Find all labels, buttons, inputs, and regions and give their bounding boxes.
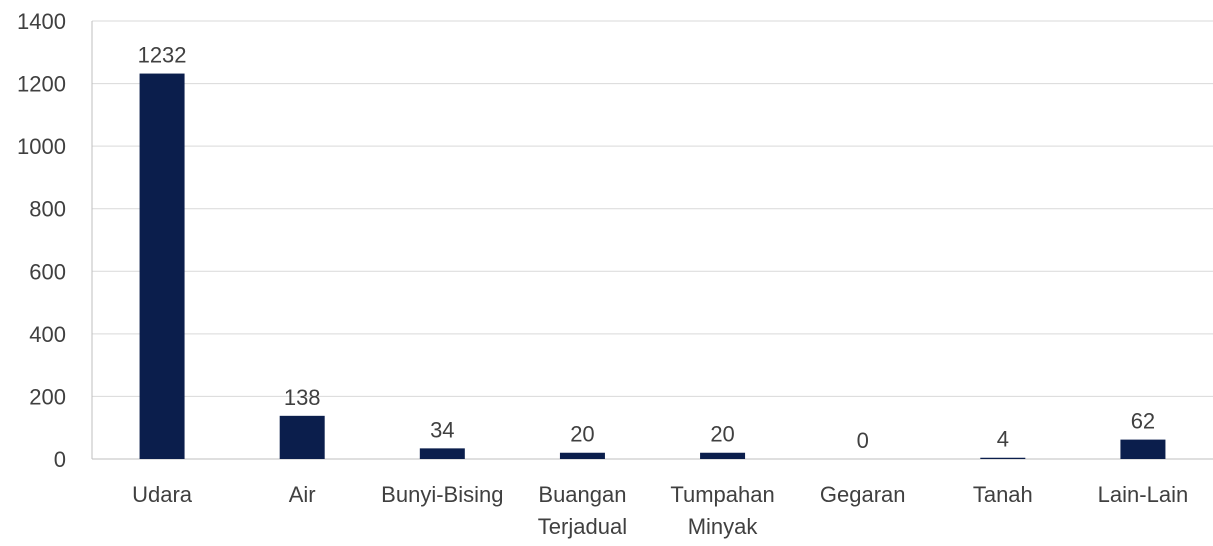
bar-0	[139, 73, 185, 459]
bars	[139, 73, 1166, 459]
data-label: 4	[997, 427, 1009, 452]
category-label: Buangan	[538, 482, 626, 507]
bar-4	[700, 452, 746, 459]
y-tick-label: 0	[54, 447, 66, 472]
data-label: 62	[1131, 409, 1155, 434]
gridlines	[92, 20, 1213, 397]
category-label: Udara	[132, 482, 193, 507]
category-label: Terjadual	[538, 514, 627, 539]
y-tick-label: 1400	[17, 9, 66, 34]
bar-1	[279, 415, 325, 459]
category-label: Gegaran	[820, 482, 906, 507]
category-label: Tanah	[973, 482, 1033, 507]
bar-6	[980, 457, 1026, 459]
category-label: Tumpahan	[670, 482, 774, 507]
bar-2	[419, 448, 465, 459]
bar-7	[1120, 439, 1166, 459]
data-label: 0	[857, 428, 869, 453]
y-tick-label: 1000	[17, 134, 66, 159]
data-label: 20	[570, 422, 594, 447]
y-tick-label: 200	[29, 384, 66, 409]
data-label: 20	[710, 422, 734, 447]
y-tick-label: 1200	[17, 72, 66, 97]
data-label: 1232	[138, 43, 187, 68]
data-label: 138	[284, 385, 321, 410]
y-tick-label: 400	[29, 322, 66, 347]
category-label: Bunyi-Bising	[381, 482, 503, 507]
labels: 02004006008001000120014001232Udara138Air…	[17, 9, 1188, 539]
y-tick-label: 800	[29, 197, 66, 222]
category-label: Lain-Lain	[1098, 482, 1189, 507]
data-label: 34	[430, 417, 454, 442]
y-tick-label: 600	[29, 259, 66, 284]
axes	[91, 21, 1213, 460]
category-label: Minyak	[688, 514, 759, 539]
category-label: Air	[289, 482, 316, 507]
bar-3	[559, 452, 605, 459]
